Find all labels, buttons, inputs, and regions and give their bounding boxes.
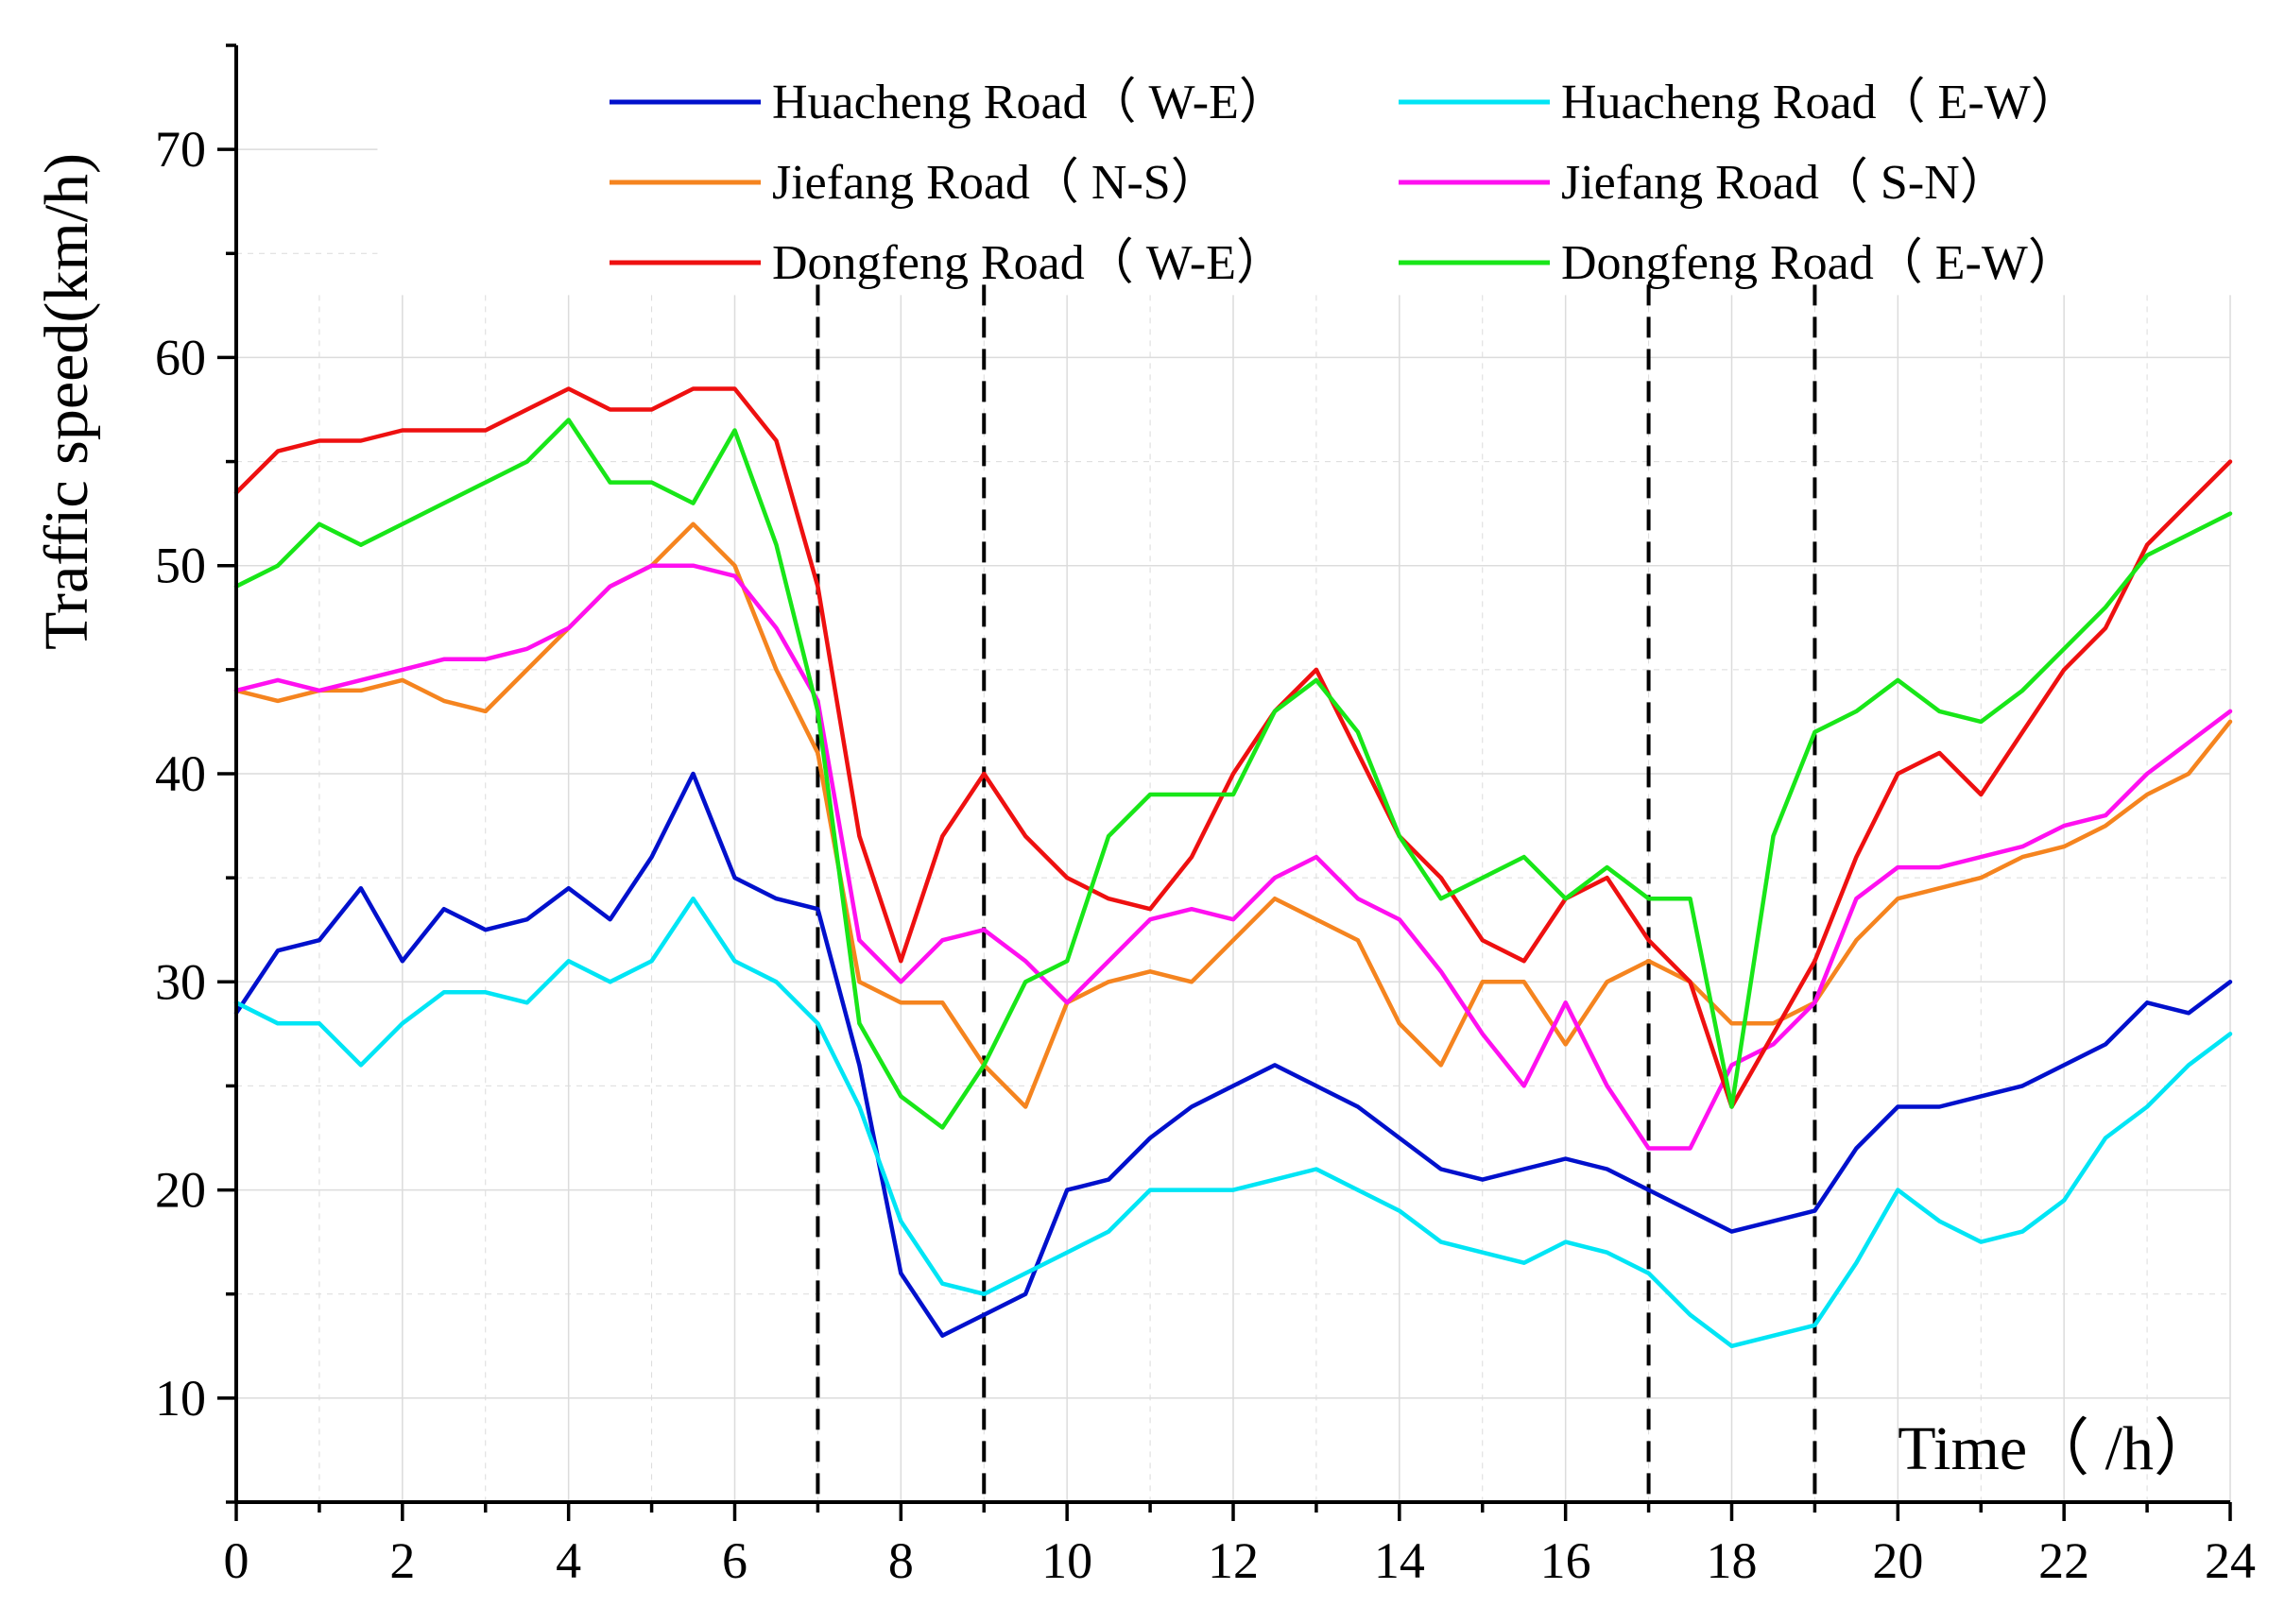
peak-hour-dashed-lines	[816, 284, 1817, 1502]
legend-label-5: Dongfeng Road（ W-E）	[772, 236, 1285, 290]
x-tick-label: 8	[888, 1532, 914, 1589]
y-tick-label: 70	[155, 121, 206, 178]
x-tick-label: 24	[2205, 1532, 2256, 1589]
series-line-2	[233, 896, 2233, 1349]
x-tick-label: 0	[224, 1532, 249, 1589]
x-tick-label: 10	[1041, 1532, 1092, 1589]
x-tick-label: 12	[1208, 1532, 1259, 1589]
x-tick-label: 18	[1707, 1532, 1758, 1589]
x-tick-label: 20	[1872, 1532, 1923, 1589]
y-tick-label: 40	[155, 745, 206, 802]
legend-label-3: Jiefang Road（ N-S）	[772, 156, 1220, 210]
x-tick-label: 16	[1540, 1532, 1591, 1589]
series-lines	[233, 386, 2233, 1349]
y-tick-label: 10	[155, 1370, 206, 1427]
y-tick-label: 60	[155, 329, 206, 385]
y-tick-label: 20	[155, 1162, 206, 1219]
x-tick-label: 4	[556, 1532, 581, 1589]
series-line-4	[233, 563, 2233, 1151]
legend-label-6: Dongfeng Road（ E-W）	[1561, 236, 2077, 290]
legend-label-2: Huacheng Road（ E-W）	[1561, 76, 2080, 129]
series-line-6	[233, 418, 2233, 1130]
legend-label-4: Jiefang Road（ S-N）	[1561, 156, 2009, 210]
x-tick-label: 2	[389, 1532, 415, 1589]
legend-label-1: Huacheng Road（ W-E）	[772, 76, 1288, 129]
y-tick-label: 30	[155, 953, 206, 1010]
x-tick-label: 14	[1374, 1532, 1425, 1589]
legend: Huacheng Road（ W-E） Huacheng Road（ E-W） Ji…	[610, 76, 2080, 290]
series-line-1	[233, 771, 2233, 1339]
y-tick-label: 50	[155, 538, 206, 594]
x-axis-title: Time（ /h）	[1898, 1414, 2216, 1483]
x-tick-label: 6	[722, 1532, 747, 1589]
series-line-5	[233, 386, 2233, 1109]
tick-marks	[217, 43, 2232, 1521]
y-axis-title: Traffic speed(km/h)	[32, 153, 101, 650]
x-tick-label: 22	[2038, 1532, 2089, 1589]
